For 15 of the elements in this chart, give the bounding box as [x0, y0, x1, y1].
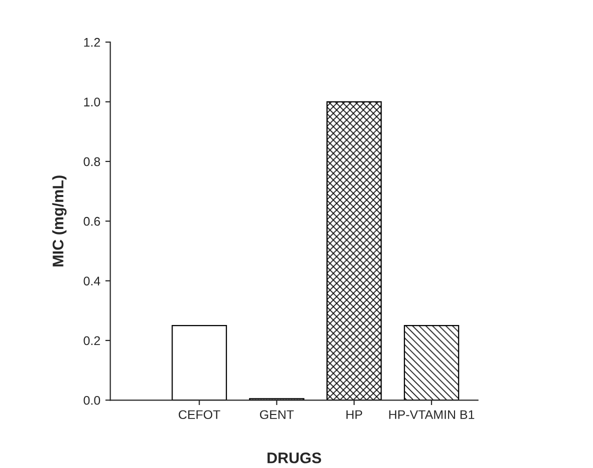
x-tick-label: HP: [346, 410, 362, 419]
y-tick-label: 1.0: [84, 98, 100, 106]
y-axis-title: MIC (mg/mL): [52, 176, 67, 266]
x-tick-label: CEFOT: [178, 410, 220, 420]
y-tick-label: 0.6: [84, 216, 100, 226]
y-tick-label: 0.4: [84, 276, 100, 286]
y-tick-label: 1.2: [84, 38, 100, 47]
y-tick-label: 0.8: [84, 157, 100, 166]
x-axis-title: DRUGS: [268, 452, 322, 464]
y-tick-label: 0.0: [84, 396, 100, 405]
bar: [404, 325, 460, 400]
y-tick-label: 0.2: [84, 336, 100, 346]
bar: [326, 101, 382, 400]
x-tick-label: GENT: [260, 410, 294, 420]
x-tick-label: HP-VTAMIN B1: [389, 410, 474, 419]
